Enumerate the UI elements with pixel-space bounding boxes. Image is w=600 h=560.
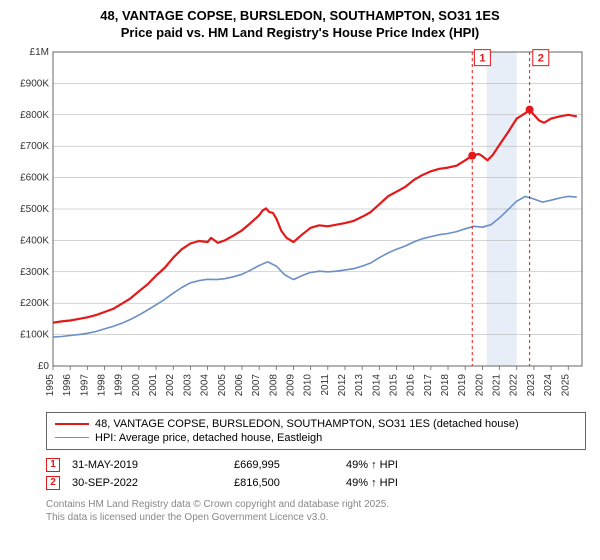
svg-text:£500K: £500K xyxy=(20,204,49,215)
sale-marker-2: 2 xyxy=(46,476,60,490)
svg-text:2001: 2001 xyxy=(148,373,159,396)
svg-text:£200K: £200K xyxy=(20,298,49,309)
svg-text:£600K: £600K xyxy=(20,172,49,183)
svg-text:2002: 2002 xyxy=(165,373,176,396)
svg-text:2018: 2018 xyxy=(440,373,451,396)
svg-text:2004: 2004 xyxy=(200,373,211,396)
svg-text:1997: 1997 xyxy=(79,373,90,396)
legend-row-2: HPI: Average price, detached house, East… xyxy=(55,431,577,445)
title-line-2: Price paid vs. HM Land Registry's House … xyxy=(8,25,592,42)
svg-text:£700K: £700K xyxy=(20,141,49,152)
svg-text:1999: 1999 xyxy=(114,373,125,396)
svg-text:1998: 1998 xyxy=(97,373,108,396)
footer: Contains HM Land Registry data © Crown c… xyxy=(46,498,592,524)
svg-text:£900K: £900K xyxy=(20,78,49,89)
svg-text:1995: 1995 xyxy=(45,373,56,396)
svg-text:2010: 2010 xyxy=(303,373,314,396)
sale-date-1: 31-MAY-2019 xyxy=(72,459,222,471)
sale-hpi-1: 49% ↑ HPI xyxy=(346,459,586,471)
svg-text:£100K: £100K xyxy=(20,329,49,340)
svg-text:2019: 2019 xyxy=(457,373,468,396)
svg-text:2022: 2022 xyxy=(509,373,520,396)
sale-price-2: £816,500 xyxy=(234,477,334,489)
sale-date-2: 30-SEP-2022 xyxy=(72,477,222,489)
svg-text:2014: 2014 xyxy=(371,373,382,396)
svg-text:2000: 2000 xyxy=(131,373,142,396)
svg-text:2003: 2003 xyxy=(182,373,193,396)
legend-label-1: 48, VANTAGE COPSE, BURSLEDON, SOUTHAMPTO… xyxy=(95,418,519,430)
svg-text:1996: 1996 xyxy=(62,373,73,396)
svg-text:£800K: £800K xyxy=(20,110,49,121)
price-chart: £0 £100K £200K £300K £400K £500K £600K £700K £80… xyxy=(8,46,592,406)
svg-text:2005: 2005 xyxy=(217,373,228,396)
legend-row-1: 48, VANTAGE COPSE, BURSLEDON, SOUTHAMPTO… xyxy=(55,417,577,431)
legend: 48, VANTAGE COPSE, BURSLEDON, SOUTHAMPTO… xyxy=(46,412,586,450)
svg-text:2023: 2023 xyxy=(526,373,537,396)
sale-hpi-2: 49% ↑ HPI xyxy=(346,477,586,489)
svg-text:2007: 2007 xyxy=(251,373,262,396)
footer-line-2: This data is licensed under the Open Gov… xyxy=(46,511,592,524)
sale-point-1: 1 31-MAY-2019 £669,995 49% ↑ HPI xyxy=(46,456,586,474)
legend-swatch-1 xyxy=(55,423,89,425)
svg-text:2009: 2009 xyxy=(285,373,296,396)
svg-text:2017: 2017 xyxy=(423,373,434,396)
svg-text:£0: £0 xyxy=(38,361,50,372)
title-line-1: 48, VANTAGE COPSE, BURSLEDON, SOUTHAMPTO… xyxy=(8,8,592,25)
svg-text:2012: 2012 xyxy=(337,373,348,396)
svg-text:2008: 2008 xyxy=(268,373,279,396)
svg-text:2020: 2020 xyxy=(474,373,485,396)
legend-label-2: HPI: Average price, detached house, East… xyxy=(95,432,322,444)
svg-text:2024: 2024 xyxy=(543,373,554,396)
sale-marker-1: 1 xyxy=(46,458,60,472)
svg-text:2015: 2015 xyxy=(389,373,400,396)
svg-text:2016: 2016 xyxy=(406,373,417,396)
svg-text:2021: 2021 xyxy=(492,373,503,396)
svg-text:2: 2 xyxy=(538,52,544,64)
sale-point-2: 2 30-SEP-2022 £816,500 49% ↑ HPI xyxy=(46,474,586,492)
footer-line-1: Contains HM Land Registry data © Crown c… xyxy=(46,498,592,511)
sale-price-1: £669,995 xyxy=(234,459,334,471)
svg-text:£1M: £1M xyxy=(30,47,49,58)
svg-text:£300K: £300K xyxy=(20,267,49,278)
svg-text:2025: 2025 xyxy=(560,373,571,396)
chart-title: 48, VANTAGE COPSE, BURSLEDON, SOUTHAMPTO… xyxy=(8,8,592,42)
svg-text:1: 1 xyxy=(479,52,485,64)
sale-points-list: 1 31-MAY-2019 £669,995 49% ↑ HPI 2 30-SE… xyxy=(46,456,586,492)
legend-swatch-2 xyxy=(55,437,89,438)
svg-text:£400K: £400K xyxy=(20,235,49,246)
svg-text:2013: 2013 xyxy=(354,373,365,396)
svg-text:2011: 2011 xyxy=(320,373,331,395)
svg-text:2006: 2006 xyxy=(234,373,245,396)
